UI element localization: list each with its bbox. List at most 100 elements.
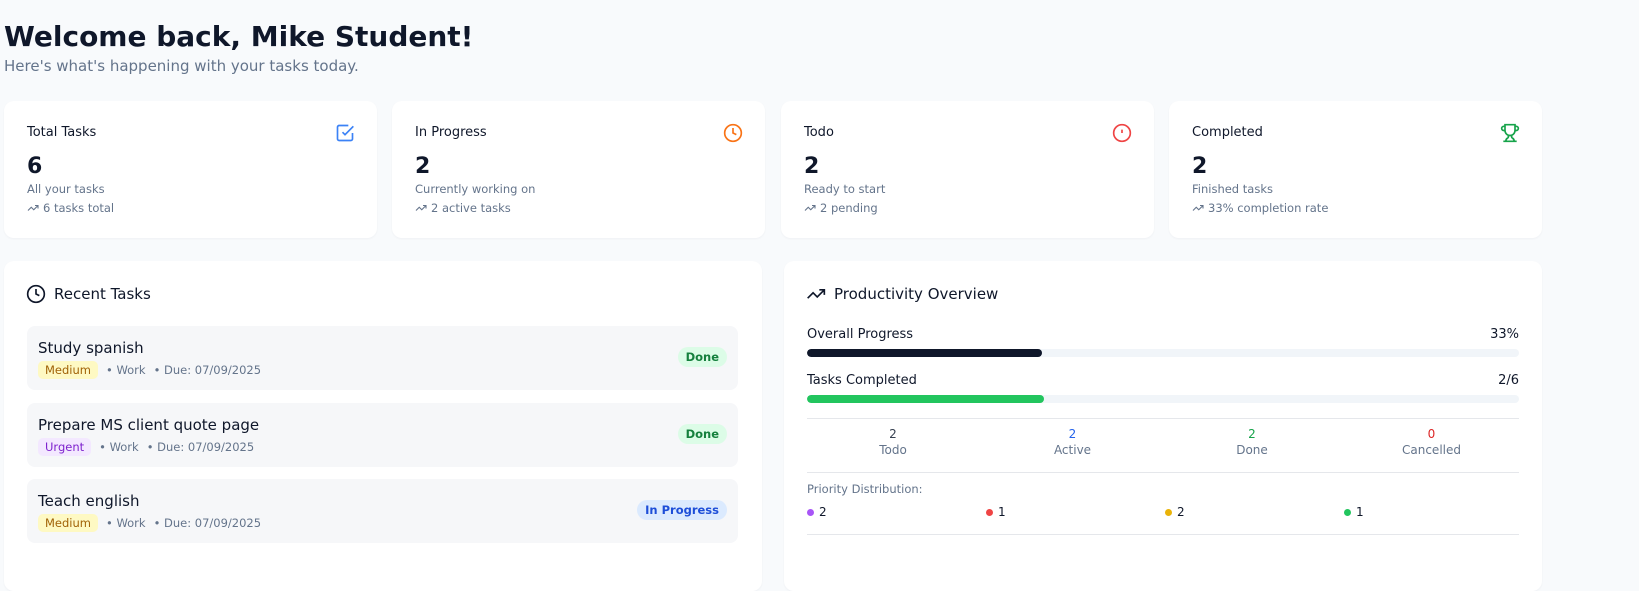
progress-label: Tasks Completed	[807, 373, 917, 388]
stat-trend: 2 active tasks	[415, 201, 511, 215]
progress-label: Overall Progress	[807, 327, 914, 342]
page-title: Welcome back, Mike Student!	[4, 20, 474, 53]
priority-dot	[1165, 508, 1172, 516]
trend-icon	[804, 204, 816, 211]
stat-value: 6	[27, 154, 43, 179]
task-meta: Medium Work Due: 07/09/2025	[38, 514, 261, 532]
trend-text: 33% completion rate	[1208, 201, 1329, 215]
alert-icon	[1112, 123, 1132, 143]
card-title: Recent Tasks	[54, 285, 151, 303]
priority-label: Priority Distribution:	[807, 482, 923, 496]
page-subtitle: Here's what's happening with your tasks …	[4, 57, 359, 75]
progress-fill	[807, 395, 1045, 403]
task-name: Study spanish	[38, 339, 144, 357]
priority-count: 2	[1177, 505, 1185, 519]
trend-icon	[1192, 204, 1204, 211]
progress-track	[807, 395, 1519, 403]
status-badge: Done	[677, 347, 727, 367]
count-label: Active	[1053, 443, 1092, 457]
card-title: Productivity Overview	[834, 285, 999, 303]
stat-trend: 6 tasks total	[27, 201, 114, 215]
stat-value: 2	[804, 154, 820, 179]
clock-icon	[723, 123, 743, 143]
task-category: Work	[106, 363, 145, 377]
trend-icon	[415, 204, 427, 211]
stat-description: Ready to start	[804, 182, 886, 196]
trophy-icon	[1500, 123, 1520, 143]
stat-description: Finished tasks	[1192, 182, 1273, 196]
count-item: 2 Done	[1192, 427, 1312, 457]
priority-badge: Urgent	[38, 437, 92, 456]
stat-value: 2	[415, 154, 431, 179]
priority-count: 2	[819, 505, 827, 519]
count-value: 2	[889, 427, 897, 441]
stat-card: Completed 2 Finished tasks 33% completion r…	[1169, 101, 1542, 238]
status-badge: In Progress	[637, 500, 727, 520]
trend-text: 2 pending	[820, 201, 878, 215]
progress-value: 33%	[1490, 327, 1519, 342]
progress-value: 2/6	[1498, 373, 1519, 388]
priority-item: 2	[807, 505, 827, 519]
stat-description: Currently working on	[415, 182, 536, 196]
task-name: Teach english	[38, 492, 140, 510]
task-meta: Urgent Work Due: 07/09/2025	[38, 437, 254, 456]
stat-card: Todo 2 Ready to start 2 pending	[781, 101, 1154, 238]
stat-trend: 33% completion rate	[1192, 201, 1328, 215]
count-label: Todo	[879, 443, 907, 457]
priority-count: 1	[1356, 505, 1364, 519]
count-label: Cancelled	[1402, 443, 1461, 457]
count-item: 2 Active	[1013, 427, 1133, 457]
trend-text: 2 active tasks	[431, 201, 511, 215]
task-category: Work	[106, 516, 145, 530]
productivity-card: Productivity Overview Overall Progress 3…	[784, 261, 1542, 591]
count-item: 0 Cancelled	[1372, 427, 1492, 457]
progress-track	[807, 349, 1519, 357]
dashboard: { "header": {"title": "Welcome back, Mik…	[0, 0, 1639, 571]
stat-label: Completed	[1192, 125, 1263, 140]
stat-label: Todo	[804, 125, 834, 140]
task-due: Due: 07/09/2025	[154, 363, 261, 377]
stat-value: 2	[1192, 154, 1208, 179]
priority-item: 1	[1344, 505, 1364, 519]
stat-label: Total Tasks	[27, 125, 97, 140]
trend-icon	[27, 204, 39, 211]
progress-fill	[807, 349, 1042, 357]
count-value: 2	[1248, 427, 1256, 441]
stat-trend: 2 pending	[804, 201, 878, 215]
card-header: Recent Tasks	[26, 284, 151, 304]
card-header: Productivity Overview	[806, 284, 998, 304]
priority-dot	[1344, 508, 1351, 516]
task-item[interactable]: Teach english Medium Work Due: 07/09/2025 In…	[27, 479, 738, 543]
count-value: 2	[1068, 427, 1077, 441]
task-due: Due: 07/09/2025	[147, 440, 254, 454]
task-meta: Medium Work Due: 07/09/2025	[38, 361, 261, 379]
check-icon	[336, 124, 354, 142]
priority-dot	[807, 508, 814, 516]
priority-dot	[986, 508, 993, 516]
trend-text: 6 tasks total	[43, 201, 115, 215]
recent-tasks-card: Recent Tasks Study spanish Medium Work Due:…	[4, 261, 762, 591]
stat-description: All your tasks	[27, 182, 105, 196]
task-name: Prepare MS client quote page	[38, 415, 260, 434]
task-item[interactable]: Prepare MS client quote page Urgent Work Du…	[27, 402, 738, 467]
count-value: 0	[1427, 427, 1436, 441]
count-item: 2 Todo	[833, 427, 953, 457]
priority-item: 2	[1165, 505, 1185, 519]
clock-icon	[26, 284, 46, 304]
task-item[interactable]: Study spanish Medium Work Due: 07/09/2025 Do…	[27, 326, 738, 390]
stat-card: Total Tasks 6 All your tasks 6 tasks total	[4, 101, 377, 238]
divider	[807, 418, 1519, 419]
divider	[807, 534, 1519, 535]
priority-item: 1	[986, 505, 1006, 519]
stat-label: In Progress	[415, 125, 487, 140]
count-label: Done	[1236, 443, 1268, 457]
priority-badge: Medium	[38, 514, 98, 532]
priority-badge: Medium	[38, 361, 98, 379]
stat-card: In Progress 2 Currently working on 2 active…	[392, 101, 765, 238]
status-badge: Done	[677, 423, 727, 444]
priority-count: 1	[998, 505, 1006, 519]
task-due: Due: 07/09/2025	[154, 516, 261, 530]
divider	[807, 472, 1519, 473]
trend-icon	[807, 289, 826, 299]
task-category: Work	[99, 440, 139, 454]
